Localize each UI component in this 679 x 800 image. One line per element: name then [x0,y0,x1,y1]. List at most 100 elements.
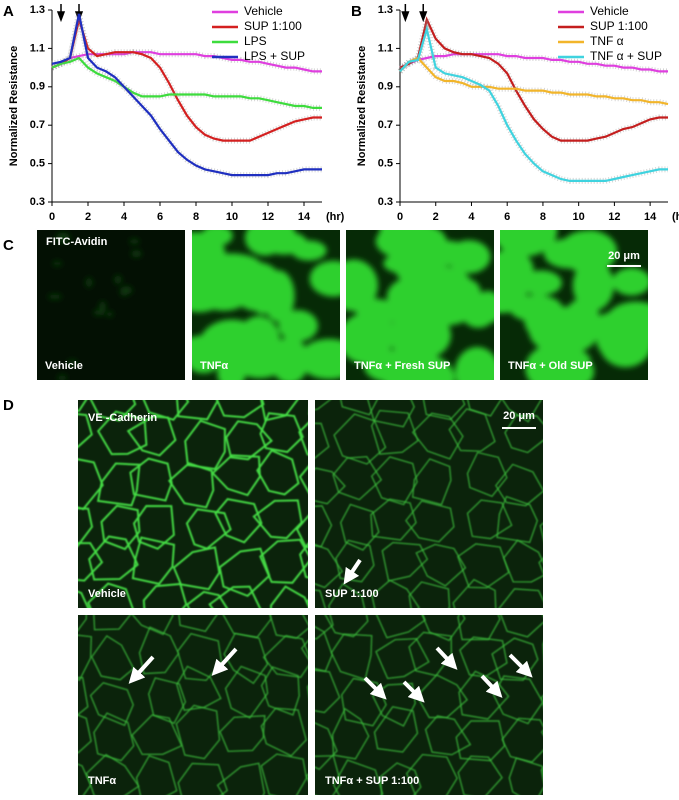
blob [204,255,235,296]
series-line [51,51,322,73]
cell-outline [305,773,308,782]
cell-outline [295,514,308,549]
cell-outline [373,706,419,753]
cell-outline [539,522,543,540]
cell-borders [78,400,308,608]
x-tick-label: 8 [540,211,546,223]
cell-outline [498,588,543,608]
cell-outline [214,498,263,544]
cell-outline [90,634,135,681]
cell-outline [501,717,543,763]
cell-outline [367,400,415,428]
blob [500,293,525,314]
cell-outline [494,463,543,507]
blob [237,315,281,366]
cell-outline [78,676,89,716]
cell-outline [89,400,137,422]
texture [500,230,648,380]
blob [93,309,105,316]
treatment-arrow [419,4,428,23]
cell-outline [126,415,177,457]
treatment-arrow [401,4,410,23]
x-tick-label: 6 [157,211,163,223]
series-line [51,15,322,142]
cell-outline [315,669,341,714]
panel-c: C Vehicle TNFα TNFα + Fresh SUP TNFα + Old … [3,230,648,380]
legend-label: Vehicle [244,4,283,18]
cell-outline [88,535,139,581]
blob [500,230,558,257]
cell-outline [299,542,308,579]
pointer-arrow [435,646,458,670]
cell-outline [547,451,590,497]
micrograph: TNFα [78,615,308,795]
x-tick-label: 2 [433,211,439,223]
cell-outline [379,762,422,795]
cell-outline [408,581,451,608]
micrograph: SUP 1:100 [315,400,590,631]
cell-outline [167,462,215,509]
pointer-arrow [128,655,155,684]
blob [131,250,142,258]
cell-outline [538,557,543,575]
cell-outline [540,729,543,736]
cell-outline [93,615,132,631]
cell-outline [552,589,590,631]
chart: B Normalized Resistance 0.3 0.5 0.7 0.9 1.1 1.3… [351,3,679,223]
image-label: SUP 1:100 [325,588,379,600]
cell-outline [142,400,190,421]
image-label: TNFα [88,775,116,787]
cell-outline [305,599,308,607]
x-tick-label: 4 [121,211,128,223]
image-label: TNFα [200,360,228,372]
cell-outline [223,632,269,685]
cell-outline [500,615,543,638]
cell-outline [467,400,502,417]
image-label: Vehicle [88,588,126,600]
cell-outline [298,421,308,456]
cell-outline [375,615,426,639]
x-tick-label: 14 [644,211,657,223]
cell-outline [370,409,419,455]
y-tick-label: 1.3 [378,4,393,16]
blob [99,301,106,311]
pointer-arrow [211,647,238,676]
panel-label: A [3,3,14,20]
cell-outline [332,759,384,795]
cell-outline [78,714,92,754]
cell-outline [176,400,219,421]
cell-outline [260,753,308,795]
cell-outline [176,632,223,682]
pointer-arrow [363,676,387,700]
cell-outline [405,753,458,795]
pointer-arrow [402,680,425,703]
cell-outline [100,504,141,551]
cell-outline [260,707,307,757]
series-line [399,56,669,106]
series-line [51,13,322,177]
legend-label: LPS [244,34,267,48]
cell-outline [175,704,221,760]
series-line [399,24,668,182]
blob [261,231,308,255]
y-tick-label: 0.9 [30,81,45,93]
blob [379,230,411,256]
cell-outline [269,585,308,608]
blob [278,310,319,342]
cell-outline [457,755,503,795]
cell-outline [542,642,543,655]
cell-outline [186,590,229,608]
cell-outline [78,400,88,412]
blob [559,230,618,273]
cell-borders [78,615,308,795]
cell-outline [411,412,464,460]
y-axis-label: Normalized Resistance [8,46,20,166]
blob [57,375,67,380]
cell-outline [93,712,135,762]
cell-outline [466,499,513,540]
blob [599,318,648,368]
blob [52,261,62,266]
cell-outline [85,753,140,795]
cell-outline [252,499,303,540]
cell-outline [504,414,543,454]
